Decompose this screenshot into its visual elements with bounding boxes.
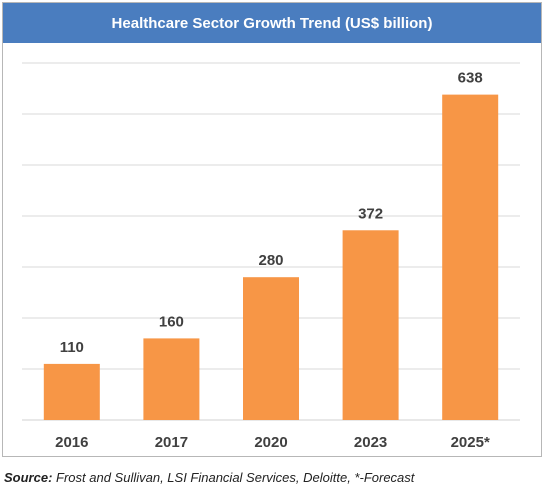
data-label-2017: 160: [159, 313, 184, 330]
bar-2025*: [442, 94, 499, 421]
x-tick-label-2016: 2016: [55, 434, 88, 451]
x-tick-label-2020: 2020: [254, 434, 287, 451]
bar-2016: [43, 363, 100, 420]
source-text: Frost and Sullivan, LSI Financial Servic…: [52, 470, 415, 485]
x-tick-label-2023: 2023: [354, 434, 387, 451]
chart-title: Healthcare Sector Growth Trend (US$ bill…: [3, 3, 541, 43]
data-label-2023: 372: [358, 205, 383, 222]
x-tick-label-2025*: 2025*: [451, 434, 490, 451]
bar-2023: [342, 230, 399, 420]
x-tick-label-2017: 2017: [155, 434, 188, 451]
source-label: Source:: [4, 470, 53, 485]
bar-2017: [143, 338, 200, 420]
source-note: Source: Frost and Sullivan, LSI Financia…: [4, 470, 414, 485]
data-label-2025*: 638: [458, 70, 483, 87]
bar-chart: 110 2016 160 2017 280 2020 372 2023 638 2025*: [22, 62, 520, 451]
data-label-2016: 110: [60, 339, 84, 356]
bar-2020: [243, 277, 299, 420]
data-label-2020: 280: [258, 252, 283, 269]
